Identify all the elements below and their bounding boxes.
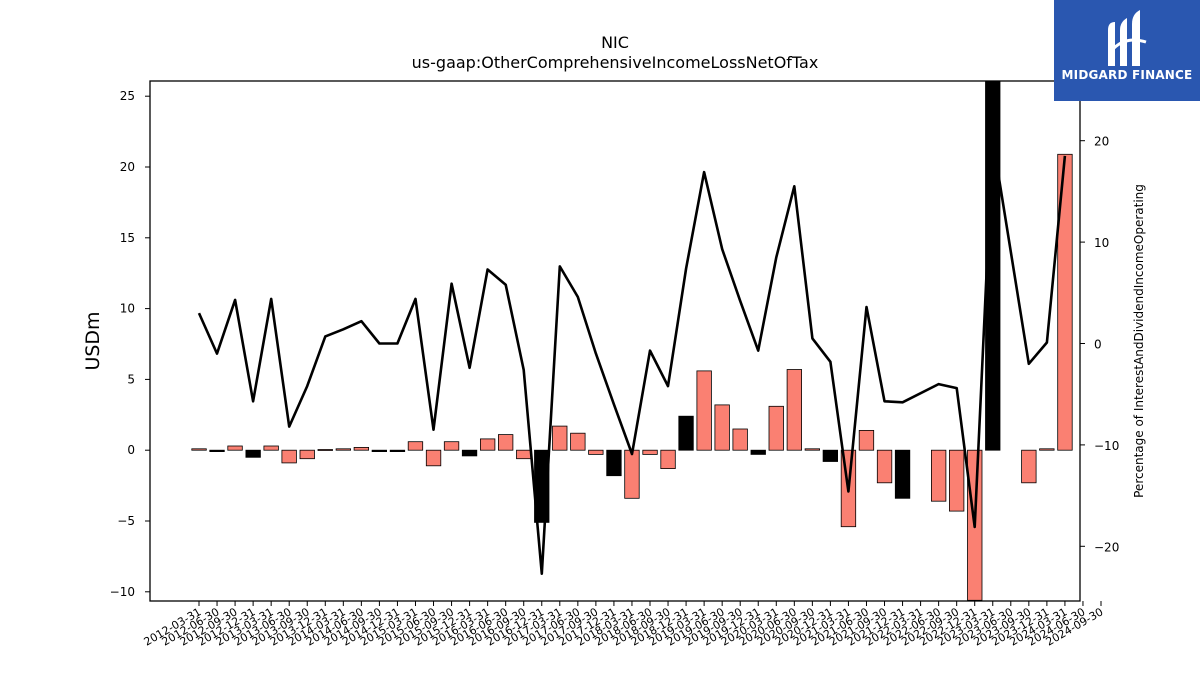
y-left-tick-label: 20: [120, 160, 135, 174]
bar-2012-09-30: [227, 445, 243, 451]
bar-2023-09-30: [1021, 449, 1037, 484]
bar-2024-03-31: [1057, 153, 1073, 451]
bar-2015-03-31: [407, 441, 424, 451]
bar-2019-06-30: [714, 404, 730, 451]
plot-frame: [149, 80, 1081, 602]
bar-2020-12-31: [822, 449, 838, 462]
bar-2022-09-30: [949, 449, 965, 512]
bar-2021-12-31: [894, 449, 911, 499]
bar-2019-12-31: [750, 449, 766, 455]
bar-2014-06-30: [353, 446, 370, 451]
chart-title: NIC: [601, 33, 629, 52]
y-left-tick-label: 15: [120, 231, 135, 245]
bar-2017-03-31: [552, 425, 568, 451]
y-right-tick-label: 0: [1094, 338, 1102, 352]
bar-2021-09-30: [876, 449, 893, 484]
bar-2017-12-31: [606, 449, 622, 477]
bar-2013-06-30: [281, 449, 297, 464]
bar-2014-03-31: [335, 448, 352, 451]
bar-2012-12-31: [245, 449, 261, 458]
bar-2018-12-31: [678, 415, 694, 451]
bar-2014-12-31: [389, 449, 406, 453]
bar-2022-06-30: [931, 449, 947, 502]
bar-2015-12-31: [461, 449, 478, 457]
y-axis-right: −20 −10 0 10 20: [1080, 135, 1119, 554]
x-axis: 2012-03-312012-06-302012-09-302012-12-31…: [142, 601, 1106, 649]
y-axis-right-label: Percentage of InterestAndDividendIncomeO…: [1132, 184, 1146, 498]
line-layer: [197, 138, 1067, 576]
bar-2018-09-30: [660, 449, 676, 470]
y-left-tick-label: 5: [127, 372, 135, 386]
bar-2021-06-30: [858, 429, 875, 451]
bar-2023-12-31: [1039, 448, 1055, 451]
bar-2016-09-30: [516, 449, 532, 460]
bar-2019-09-30: [732, 428, 748, 451]
bar-2015-09-30: [443, 441, 460, 451]
bar-2016-03-31: [479, 438, 496, 451]
bar-2017-09-30: [588, 449, 604, 455]
bar-2017-06-30: [570, 432, 586, 451]
bar-2013-03-31: [263, 445, 279, 451]
bar-2013-12-31: [317, 449, 333, 451]
bar-2019-03-31: [696, 370, 712, 451]
bars-layer: [191, 80, 1073, 601]
bar-2012-03-31: [191, 448, 207, 451]
logo-text: MIDGARD FINANCE: [1061, 68, 1193, 82]
line-series-percentage: [197, 138, 1067, 576]
y-axis-left: −10 −5 0 5 10 15 20 25: [110, 89, 150, 599]
bar-2015-06-30: [425, 449, 442, 467]
bar-2020-06-30: [786, 369, 802, 451]
y-left-tick-label: −5: [117, 514, 135, 528]
bar-2012-06-30: [209, 449, 225, 453]
bar-2016-06-30: [497, 434, 514, 451]
y-left-tick-label: 25: [120, 89, 135, 103]
bar-2020-09-30: [804, 448, 820, 451]
midgard-finance-logo: MIDGARD FINANCE: [1054, 0, 1200, 101]
bar-2018-06-30: [642, 449, 658, 455]
y-right-tick-label: −10: [1094, 439, 1119, 453]
y-right-tick-label: 20: [1094, 135, 1109, 149]
y-axis-left-label: USDm: [82, 311, 104, 370]
midgard-m-logo-icon: [1108, 10, 1147, 66]
y-left-tick-label: 10: [120, 302, 135, 316]
y-left-tick-label: −10: [110, 585, 135, 599]
bar-2020-03-31: [768, 405, 784, 451]
bar-2018-03-31: [624, 449, 640, 499]
y-right-tick-label: −20: [1094, 540, 1119, 554]
bar-2013-09-30: [299, 449, 315, 460]
bar-2014-09-30: [371, 449, 388, 453]
y-right-tick-label: 10: [1094, 236, 1109, 250]
chart-subtitle: us-gaap:OtherComprehensiveIncomeLossNetO…: [412, 53, 819, 72]
y-left-tick-label: 0: [127, 443, 135, 457]
